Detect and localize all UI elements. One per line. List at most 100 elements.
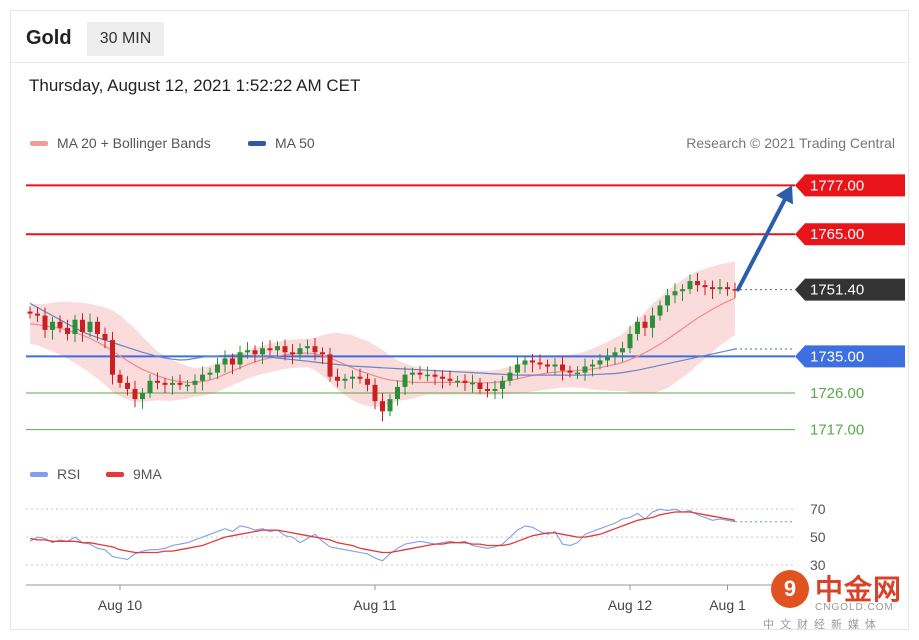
candle-body [492, 388, 498, 391]
watermark: 9 中金网 CNGOLD.COM 中文财经新媒体 [763, 568, 907, 631]
candle-body [455, 380, 460, 383]
level-tag-1735.00 [795, 345, 905, 368]
candle-body [147, 380, 153, 393]
candle-body [275, 346, 280, 351]
candle-body [260, 348, 265, 355]
candle-body [297, 348, 303, 355]
watermark-subtitle: 中文财经新媒体 [763, 619, 882, 631]
candle-body [575, 372, 580, 375]
candle-body [290, 352, 295, 355]
legend-rsi-label: RSI [57, 466, 81, 482]
candle-body [627, 333, 633, 349]
legend-ma50[interactable]: MA 50 [248, 135, 315, 151]
header-divider [10, 62, 907, 63]
candle-body [650, 315, 655, 328]
candle-body [305, 346, 310, 349]
candle-body [545, 364, 550, 367]
level-tag-1765.00 [795, 223, 905, 246]
level-tag-1751.40 [795, 278, 905, 301]
candle-body [665, 295, 670, 306]
candle-body [215, 364, 220, 373]
candle-body [125, 382, 130, 389]
candle-body [387, 399, 393, 412]
candle-body [725, 287, 730, 290]
level-label-1777.00: 1777.00 [810, 177, 864, 194]
level-tag-1777.00 [795, 174, 905, 197]
candle-body [470, 382, 475, 385]
candle-body [507, 372, 513, 381]
timestamp: Thursday, August 12, 2021 1:52:22 AM CET [29, 76, 361, 95]
legend-rsi-ma-label: 9MA [133, 466, 162, 482]
candle-body [605, 356, 610, 361]
rsi-tick-30: 30 [810, 557, 826, 573]
legend-rsi[interactable]: RSI [30, 466, 80, 482]
ma20-swatch [30, 140, 48, 146]
candle-body [432, 374, 438, 377]
candle-body [42, 315, 48, 330]
candle-body [402, 374, 408, 387]
rsi-ma-line [29, 511, 736, 554]
candle-body [170, 382, 175, 385]
candle-body [380, 401, 385, 412]
candle-body [687, 281, 693, 290]
ma50-line [29, 302, 736, 376]
candle-body [515, 364, 520, 373]
candle-body [335, 376, 340, 381]
candle-body [500, 380, 505, 389]
ma20-line [29, 297, 736, 384]
candle-body [695, 281, 700, 286]
candle-body [57, 321, 63, 328]
candle-body [237, 352, 243, 365]
legend-ma50-label: MA 50 [275, 135, 315, 151]
candle-body [642, 321, 648, 328]
rsi-line [29, 508, 736, 562]
candle-body [635, 321, 640, 334]
candle-body [72, 319, 78, 334]
candle-body [410, 372, 415, 375]
candle-body [87, 321, 93, 332]
candle-body [245, 350, 250, 353]
candle-body [80, 319, 85, 332]
candle-body [717, 287, 723, 290]
candle-body [312, 346, 318, 353]
x-tick-label-Aug-11: Aug 11 [353, 597, 397, 613]
candle-body [567, 370, 573, 373]
candle-body [710, 287, 715, 290]
legend-rsi-ma[interactable]: 9MA [106, 466, 162, 482]
candle-body [200, 374, 205, 381]
candle-body [537, 362, 543, 365]
candle-body [477, 382, 483, 389]
rsi-tick-50: 50 [810, 529, 826, 545]
candle-body [657, 305, 663, 316]
candle-body [417, 372, 423, 375]
candle-body [447, 378, 453, 381]
watermark-name: 中金网 [815, 574, 903, 605]
candle-body [620, 348, 625, 353]
ma50-swatch [248, 140, 266, 146]
timeframe-button[interactable]: 30 MIN [87, 22, 164, 56]
candle-body [522, 360, 528, 365]
candle-body [222, 358, 228, 365]
candle-body [702, 285, 708, 288]
legend-ma20-label: MA 20 + Bollinger Bands [57, 135, 211, 151]
candle-body [110, 340, 115, 375]
candle-body [320, 352, 325, 355]
candle-body [140, 393, 145, 400]
candle-body [672, 291, 678, 296]
candle-body [327, 354, 333, 377]
candle-body [372, 384, 378, 402]
candle-body [552, 364, 558, 367]
candle-body [102, 333, 108, 341]
candle-body [252, 350, 258, 355]
rsi-swatch [30, 471, 48, 477]
candle-body [117, 374, 123, 383]
rsi-tick-70: 70 [810, 501, 826, 517]
candle-body [732, 289, 738, 291]
legend-ma20[interactable]: MA 20 + Bollinger Bands [30, 135, 211, 151]
candle-body [230, 358, 235, 365]
candle-body [35, 313, 40, 316]
x-tick-label-Aug-12: Aug 12 [608, 597, 653, 613]
candle-body [185, 384, 190, 387]
bollinger-band [30, 261, 735, 407]
